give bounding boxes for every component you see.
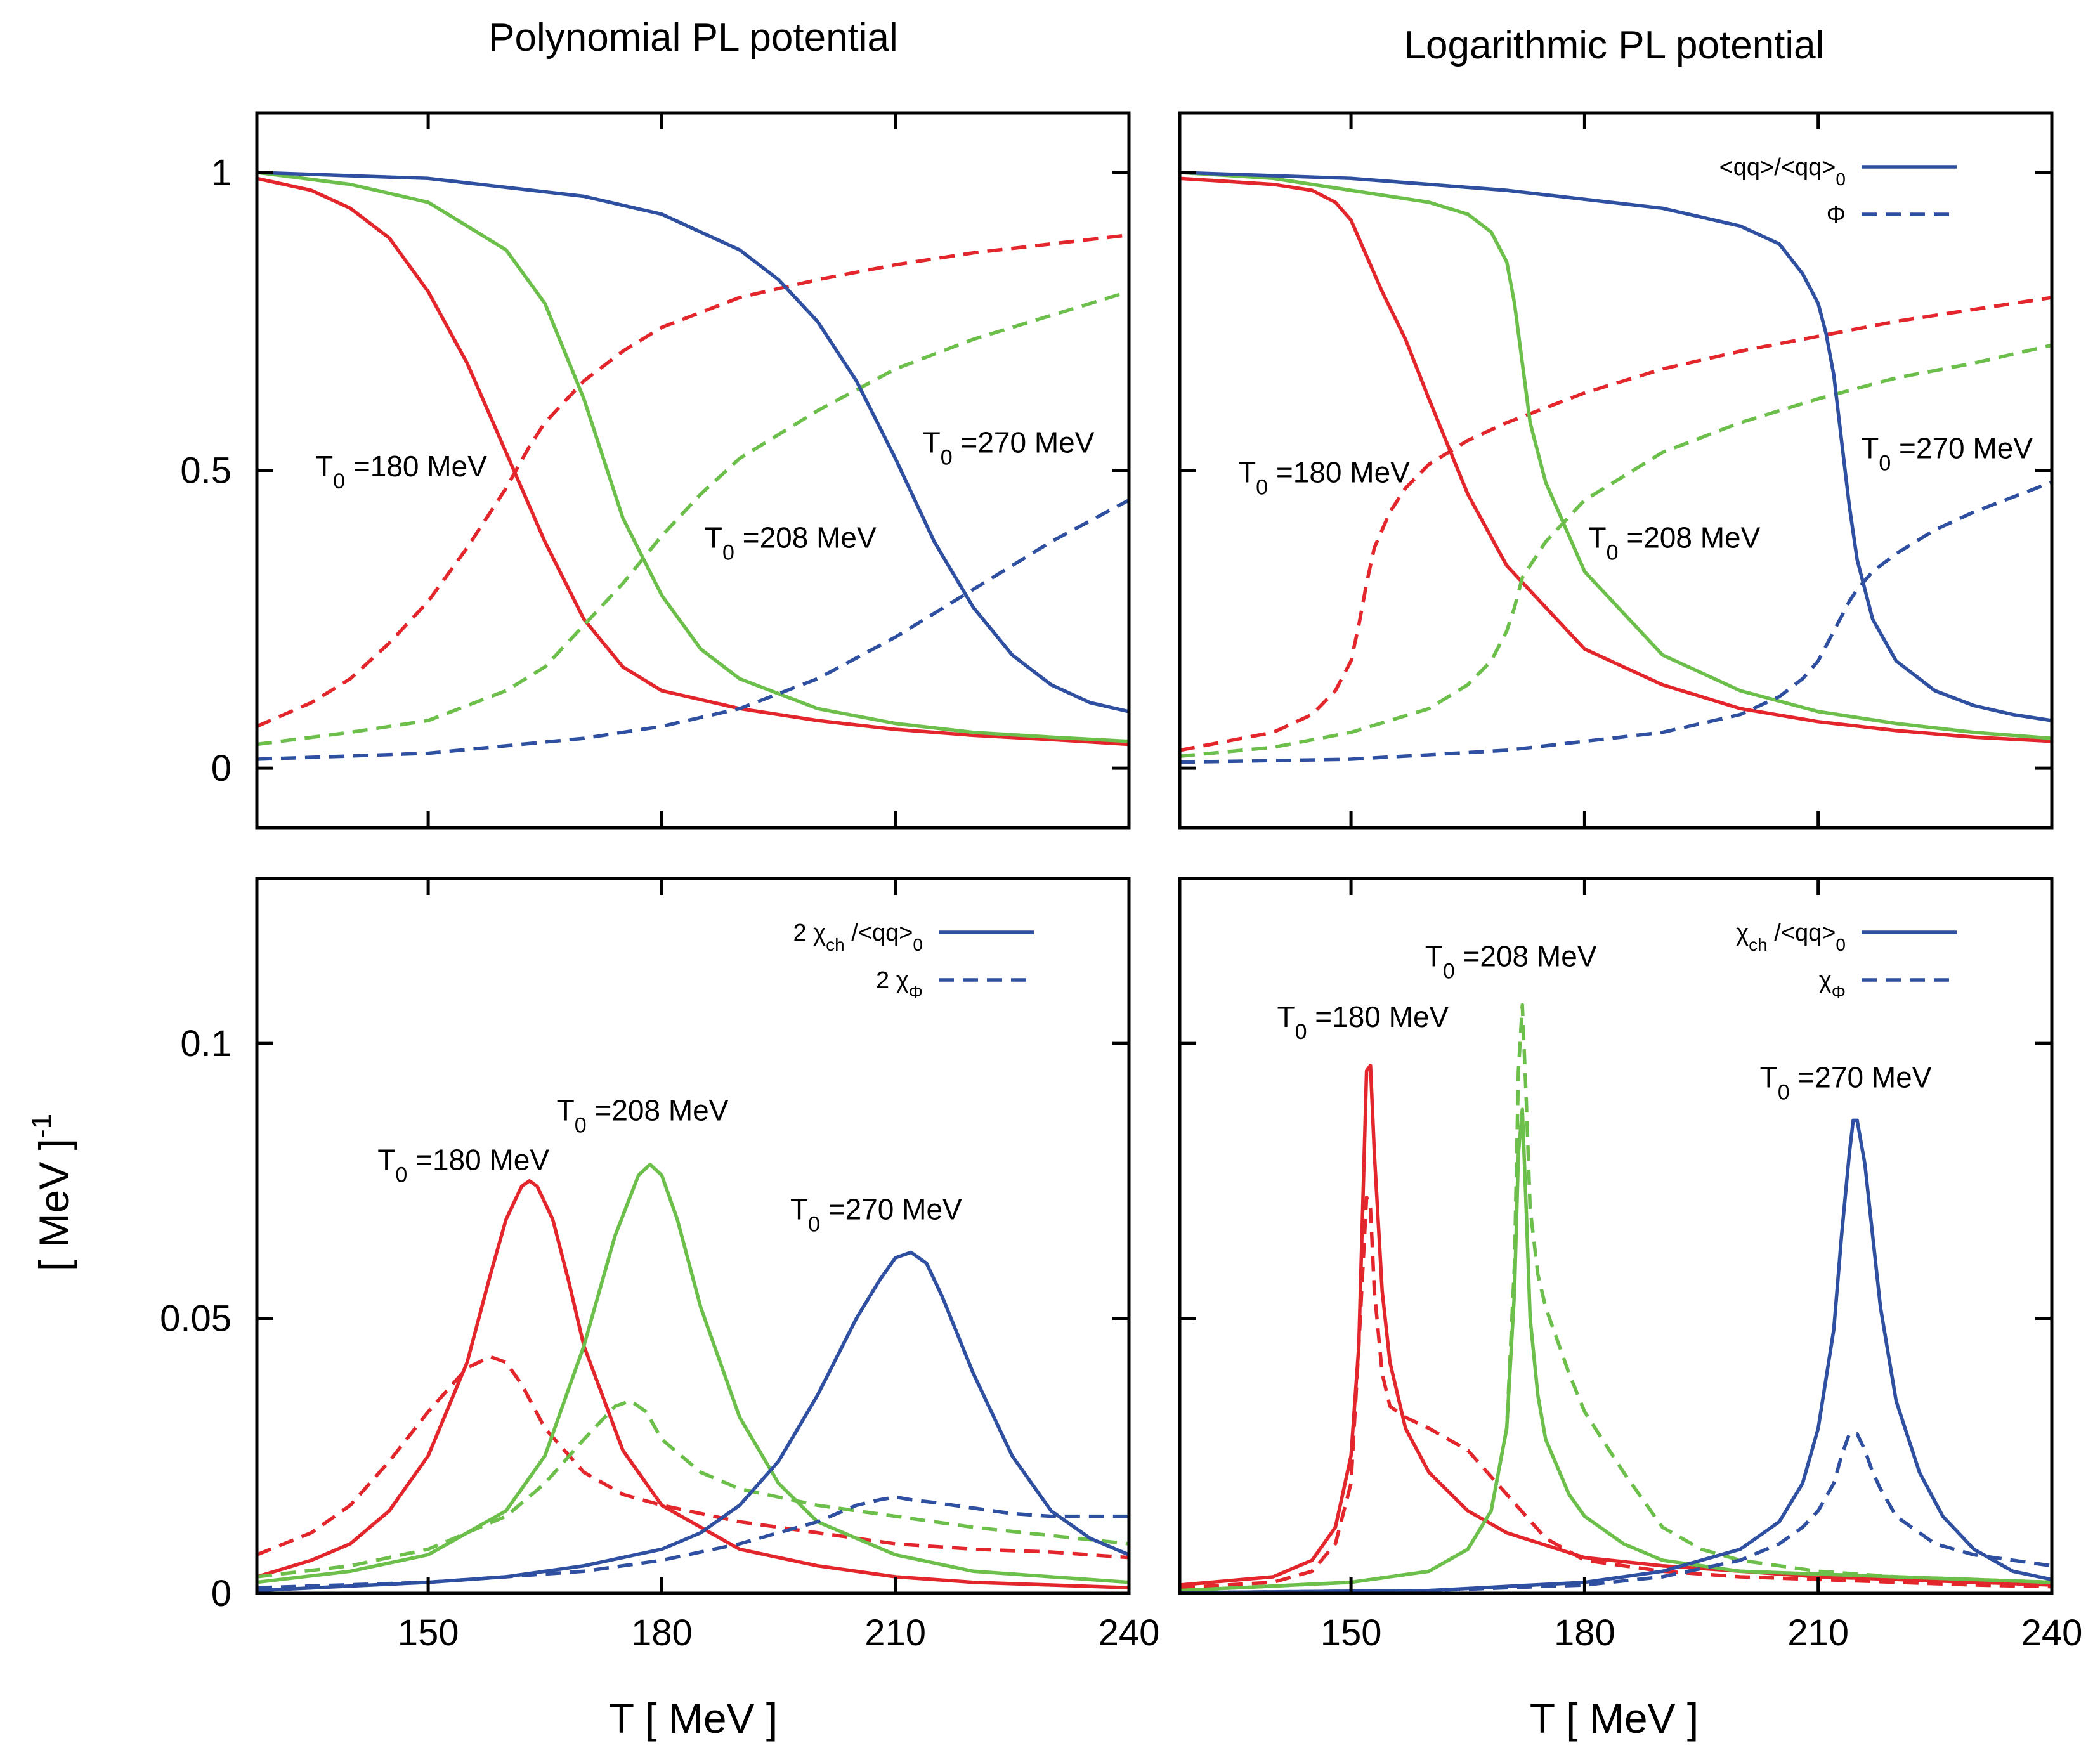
series-line-green-dashed	[257, 1399, 1129, 1579]
series-line-blue-dashed	[257, 499, 1129, 761]
curve-annotation: T0 =180 MeV	[1277, 1000, 1449, 1044]
x-tick-label: 150	[398, 1612, 459, 1654]
series-line-red-solid	[257, 1179, 1129, 1590]
series-line-green-dashed	[1180, 343, 2052, 759]
series-line-blue-solid	[1180, 1118, 2052, 1593]
curve-annotation: T0 =270 MeV	[1861, 432, 2033, 476]
curve-annotation: T0 =270 MeV	[790, 1192, 962, 1236]
x-tick-label: 240	[1099, 1612, 1160, 1654]
x-tick-label: 180	[631, 1612, 693, 1654]
panel-polynomial-order-parameters: 0 0.5 1 T0 =180 MeV T0 =208 MeV T0 =270 MeV	[180, 111, 1131, 830]
series-line-red-dashed	[1180, 296, 2052, 752]
series-line-blue-dashed	[1180, 1432, 2052, 1593]
y-axis-label-exponent: -1	[26, 1114, 57, 1138]
x-tick-label: 150	[1321, 1612, 1382, 1654]
curve-annotation: T0 =180 MeV	[1238, 455, 1410, 499]
legend-label: <qq>/<qq>0	[1719, 154, 1846, 189]
series-line-green-dashed	[1180, 1003, 2052, 1593]
legend-label: Φ	[1827, 202, 1846, 228]
series-line-blue-solid	[257, 1250, 1129, 1593]
series-line-blue-solid	[257, 171, 1129, 714]
x-tick-label: 210	[1787, 1612, 1849, 1654]
series-group	[257, 171, 1129, 761]
series-line-red-solid	[257, 176, 1129, 747]
legend-label: 2 χΦ	[876, 967, 923, 1002]
curve-annotation: T0 =208 MeV	[1425, 940, 1597, 984]
curve-annotation: T0 =180 MeV	[377, 1143, 549, 1187]
y-tick-label: 0	[211, 748, 232, 789]
series-line-green-solid	[257, 1163, 1129, 1584]
legend-label: 2 χch /<qq>0	[793, 920, 923, 955]
y-tick-label: 0.5	[180, 450, 232, 492]
series-line-green-dashed	[257, 290, 1129, 747]
series-line-red-dashed	[257, 233, 1129, 728]
series-line-green-solid	[1180, 1107, 2052, 1593]
series-line-red-dashed	[257, 1355, 1129, 1560]
series-group	[1180, 1003, 2052, 1593]
x-axis-label-left: T [ MeV ]	[609, 1695, 778, 1742]
series-group	[1180, 171, 2052, 764]
y-tick-label: 0.1	[180, 1023, 232, 1064]
y-axis-label-unit: [ MeV ]	[30, 1138, 77, 1271]
col-title-logarithmic: Logarithmic PL potential	[1404, 23, 1825, 67]
series-line-blue-solid	[1180, 171, 2052, 722]
y-axis-label-bottom: [ MeV ]-1	[26, 1114, 77, 1271]
y-tick-label: 0.05	[160, 1298, 232, 1340]
series-group	[257, 1163, 1129, 1593]
x-tick-label: 210	[864, 1612, 926, 1654]
series-line-green-solid	[1180, 171, 2052, 740]
series-line-blue-dashed	[1180, 480, 2052, 764]
series-line-red-solid	[1180, 1064, 2052, 1587]
legend-label: χΦ	[1819, 967, 1846, 1002]
series-line-red-solid	[1180, 176, 2052, 743]
x-axis-label-right: T [ MeV ]	[1530, 1695, 1699, 1742]
series-line-red-dashed	[1180, 1196, 2052, 1590]
plot-frame	[255, 877, 1131, 1595]
curve-annotation: T0 =180 MeV	[315, 450, 487, 493]
legend-label: χch /<qq>0	[1736, 920, 1846, 955]
panel-logarithmic-order-parameters: T0 =180 MeV T0 =208 MeV T0 =270 MeV <qq>/<q…	[1178, 111, 2054, 830]
series-line-blue-dashed	[257, 1495, 1129, 1590]
svg-text:[ MeV ]-1: [ MeV ]-1	[26, 1114, 77, 1271]
curve-annotation: T0 =270 MeV	[923, 426, 1095, 469]
col-title-polynomial: Polynomial PL potential	[488, 16, 898, 60]
plot-frame	[1178, 877, 2054, 1595]
x-tick-label: 240	[2021, 1612, 2083, 1654]
y-tick-label: 0	[211, 1573, 232, 1614]
curve-annotation: T0 =208 MeV	[1589, 521, 1761, 565]
curve-annotation: T0 =208 MeV	[557, 1093, 729, 1137]
x-tick-label: 180	[1554, 1612, 1615, 1654]
curve-annotation: T0 =270 MeV	[1760, 1060, 1932, 1104]
y-tick-label: 1	[211, 152, 232, 193]
panel-logarithmic-susceptibilities: 150 180 210 240 T0 =180 MeV T0 =208 MeV T0 =27…	[1178, 877, 2083, 1654]
curve-annotation: T0 =208 MeV	[705, 521, 877, 565]
series-line-green-solid	[257, 171, 1129, 743]
